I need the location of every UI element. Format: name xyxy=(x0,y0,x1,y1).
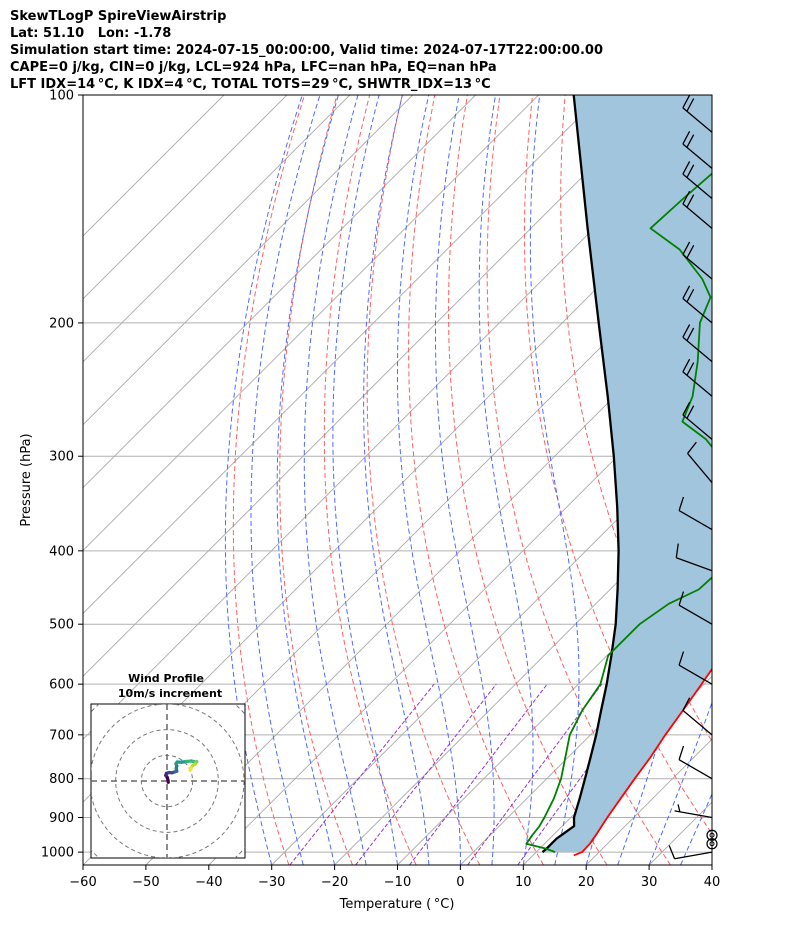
y-tick-label: 200 xyxy=(49,316,74,331)
moist-adiabat xyxy=(617,95,703,865)
x-tick-label: −40 xyxy=(195,875,222,890)
y-tick-label: 600 xyxy=(49,678,74,693)
x-tick-label: −30 xyxy=(258,875,285,890)
isotherm-line xyxy=(83,95,602,615)
mixing-ratio-line xyxy=(467,683,603,865)
dewpoint-profile-line xyxy=(525,172,712,853)
x-tick-label: 40 xyxy=(704,875,721,890)
dry-adiabat xyxy=(408,95,544,865)
moist-adiabat xyxy=(680,792,712,865)
wind-barb xyxy=(682,285,713,324)
isotherm-line xyxy=(83,95,476,489)
dry-adiabat xyxy=(728,95,794,865)
x-tick-label: −60 xyxy=(69,875,96,890)
temperature-profile-line xyxy=(573,667,712,857)
wind-barb xyxy=(678,651,713,685)
isotherm-line xyxy=(145,298,712,865)
wind-barb xyxy=(682,94,713,133)
y-tick-label: 1000 xyxy=(41,846,74,861)
y-tick-label: 900 xyxy=(49,811,74,826)
wind-barb xyxy=(687,441,713,483)
wind-barb xyxy=(678,496,713,531)
wind-barb xyxy=(674,804,713,819)
y-tick-label: 300 xyxy=(49,450,74,465)
dry-adiabat xyxy=(761,95,794,865)
isotherm-line xyxy=(83,95,539,552)
wind-barb xyxy=(682,161,713,200)
y-tick-label: 100 xyxy=(49,89,74,104)
isotherm-line xyxy=(83,95,225,237)
y-tick-label: 400 xyxy=(49,544,74,559)
moist-adiabat xyxy=(303,95,367,865)
mixing-ratio-line xyxy=(409,683,548,865)
wind-barb xyxy=(668,845,713,860)
chart-times: Simulation start time: 2024-07-15_00:00:… xyxy=(10,43,603,58)
isotherm-line xyxy=(83,95,288,300)
mixing-ratio-line xyxy=(355,683,497,865)
dry-adiabat xyxy=(323,95,417,865)
dry-adiabat xyxy=(366,95,481,865)
chart-indices-lifted: LFT IDX=14 °C, K IDX=4 °C, TOTAL TOTS=29… xyxy=(10,77,491,92)
moist-adiabat xyxy=(363,95,430,865)
x-axis-label: Temperature ( °C) xyxy=(339,897,455,912)
moist-adiabat xyxy=(648,701,712,865)
x-tick-label: 30 xyxy=(641,875,658,890)
y-axis-label: Pressure (hPa) xyxy=(19,433,34,526)
parcel-profile-line xyxy=(541,95,620,853)
dry-adiabat xyxy=(448,95,608,865)
wind-barb xyxy=(682,190,713,229)
x-tick-label: −50 xyxy=(132,875,159,890)
chart-indices-cape: CAPE=0 j/kg, CIN=0 j/kg, LCL=924 hPa, LF… xyxy=(10,60,497,75)
x-tick-label: 10 xyxy=(515,875,532,890)
wind-barb xyxy=(678,745,713,780)
chart-title: SkewTLogP SpireViewAirstrip xyxy=(10,9,227,24)
y-tick-label: 700 xyxy=(49,728,74,743)
y-tick-label: 500 xyxy=(49,618,74,633)
x-tick-label: −10 xyxy=(384,875,411,890)
moist-adiabat xyxy=(711,863,712,865)
wind-barb xyxy=(682,401,713,440)
moist-adiabat xyxy=(435,95,495,865)
y-tick-label: 800 xyxy=(49,772,74,787)
wind-barb xyxy=(675,543,713,572)
moist-adiabat xyxy=(478,95,534,865)
wind-barb xyxy=(682,358,713,397)
moist-adiabat xyxy=(332,95,398,865)
wind-barb xyxy=(682,324,713,363)
hodograph-segment xyxy=(188,767,193,773)
x-tick-label: −20 xyxy=(321,875,348,890)
dry-adiabat xyxy=(523,95,712,835)
x-tick-label: 0 xyxy=(456,875,464,890)
isotherm-line xyxy=(711,864,712,865)
isotherm-line xyxy=(460,612,712,865)
moist-adiabat xyxy=(224,95,303,865)
moist-adiabat xyxy=(250,95,321,865)
dry-adiabat xyxy=(486,95,672,865)
isotherm-line xyxy=(83,95,351,363)
dry-adiabat xyxy=(232,95,305,865)
moist-adiabat xyxy=(276,95,339,865)
x-tick-label: 20 xyxy=(578,875,595,890)
chart-location: Lat: 51.10 Lon: -1.78 xyxy=(10,26,172,41)
wind-barb xyxy=(678,591,713,625)
isotherm-line xyxy=(83,95,414,426)
cin-shading xyxy=(542,95,712,853)
isotherm-line xyxy=(334,486,712,865)
wind-barb xyxy=(682,241,713,280)
chart-title-block: SkewTLogP SpireViewAirstrip Lat: 51.10 L… xyxy=(10,8,603,93)
isotherm-line xyxy=(397,549,712,865)
moist-adiabat xyxy=(397,95,461,865)
hodograph-title: Wind Profile xyxy=(128,672,204,685)
wind-barb xyxy=(682,130,713,169)
moist-adiabat xyxy=(529,95,580,865)
hodograph-subtitle: 10m/s increment xyxy=(118,687,222,700)
wind-barb xyxy=(682,697,713,736)
mixing-ratio-line xyxy=(289,683,435,865)
